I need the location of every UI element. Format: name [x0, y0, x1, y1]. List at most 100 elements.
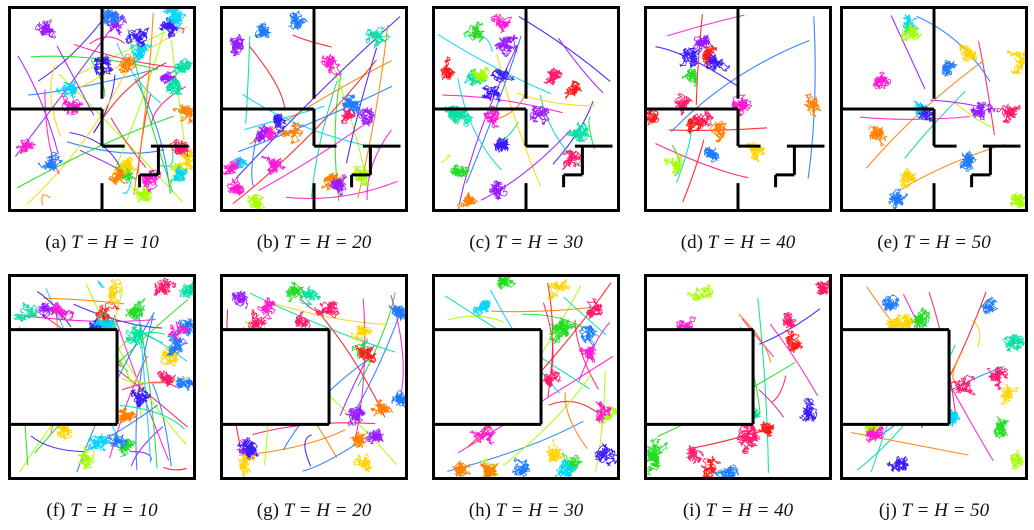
- trajectory-segment: [30, 435, 85, 453]
- trajectory-cluster: [365, 427, 384, 445]
- trajectory-cluster: [512, 457, 531, 478]
- caption-label: (h): [468, 500, 491, 521]
- maze-border: [8, 6, 196, 212]
- trajectory-cluster: [736, 432, 761, 455]
- trajectory-cluster: [562, 149, 583, 171]
- trajectory-segment: [116, 43, 162, 104]
- trajectory-cluster: [993, 415, 1010, 440]
- trajectory-cluster: [391, 389, 408, 408]
- trajectory-segment: [670, 39, 810, 133]
- trajectory-plot: [8, 6, 196, 212]
- trajectory-cluster: [1009, 449, 1026, 470]
- trajectory-cluster: [899, 167, 917, 190]
- trajectory-cluster: [341, 94, 361, 114]
- trajectory-cluster: [986, 365, 1009, 391]
- trajectory-segment: [28, 68, 158, 96]
- maze-obstacle: [840, 329, 950, 425]
- trajectory-segment: [859, 115, 970, 120]
- trajectory-segment: [758, 389, 785, 418]
- trajectory-segment: [448, 315, 505, 323]
- panel-caption: (i) T = H = 40: [640, 500, 836, 522]
- trajectory-cluster: [678, 47, 703, 69]
- trajectory-cluster: [13, 301, 38, 323]
- trajectory-cluster: [49, 301, 75, 322]
- panel-j: (j) T = H = 50: [836, 270, 1032, 530]
- trajectory-map: [8, 6, 196, 212]
- trajectory-cluster: [129, 42, 153, 63]
- trajectory-cluster: [108, 278, 124, 306]
- trajectory-segment: [242, 94, 381, 150]
- trajectory-segment: [85, 283, 187, 446]
- trajectory-segment: [44, 89, 60, 175]
- trajectory-cluster: [546, 277, 571, 301]
- trajectory-cluster: [125, 324, 145, 349]
- caption-label: (g): [256, 500, 279, 521]
- trajectory-segment: [971, 319, 981, 348]
- trajectory-segment: [496, 53, 542, 187]
- trajectory-segment: [952, 350, 963, 382]
- trajectory-segment: [563, 296, 607, 336]
- trajectory-segment: [121, 381, 178, 391]
- trajectory-cluster: [595, 400, 612, 423]
- trajectory-cluster: [76, 445, 95, 470]
- caption-label: (j): [878, 500, 897, 521]
- trajectory-cluster: [1009, 192, 1028, 209]
- trajectory-segment: [156, 151, 174, 167]
- trajectory-cluster: [951, 374, 977, 396]
- trajectory-segment: [904, 90, 966, 159]
- trajectory-cluster: [254, 22, 272, 39]
- maze-border: [220, 6, 408, 212]
- maze-border: [220, 274, 408, 480]
- panel-caption: (d) T = H = 40: [640, 232, 836, 254]
- panel-caption: (f) T = H = 10: [4, 500, 200, 522]
- trajectory-cluster: [87, 433, 110, 452]
- trajectory-cluster: [731, 94, 752, 117]
- maze-border: [8, 274, 196, 480]
- trajectory-segment: [339, 345, 375, 417]
- trajectory-cluster: [910, 307, 931, 335]
- trajectory-cluster: [489, 68, 515, 84]
- trajectory-cluster: [564, 80, 583, 100]
- trajectory-segment: [771, 375, 787, 403]
- trajectory-cluster: [686, 283, 714, 302]
- maze-obstacle: [644, 329, 754, 425]
- maze-border: [432, 274, 620, 480]
- maze-obstacle: [220, 329, 330, 425]
- trajectory-segment: [464, 34, 493, 53]
- maze-border: [840, 274, 1028, 480]
- trajectory-cluster: [449, 164, 470, 178]
- trajectory-cluster: [674, 93, 694, 116]
- trajectory-segment: [36, 291, 72, 328]
- trajectory-segment: [588, 116, 595, 150]
- trajectory-cluster: [799, 397, 818, 423]
- trajectory-cluster: [959, 150, 978, 172]
- trajectory-cluster: [153, 277, 177, 297]
- trajectory-cluster: [1006, 48, 1028, 75]
- trajectory-segment: [757, 297, 770, 473]
- trajectory-segment: [127, 28, 174, 193]
- panel-caption: (g) T = H = 20: [216, 500, 412, 522]
- trajectory-cluster: [481, 85, 501, 103]
- trajectory-cluster: [682, 68, 699, 88]
- caption-math: T = H = 20: [283, 500, 372, 521]
- trajectory-cluster: [159, 347, 179, 368]
- trajectory-map: [8, 274, 196, 480]
- panel-a: (a) T = H = 10: [4, 2, 200, 262]
- trajectory-cluster: [320, 53, 342, 77]
- trajectory-cluster: [130, 185, 153, 203]
- trajectory-plot: [432, 6, 620, 212]
- caption-math: T = H = 40: [705, 500, 794, 521]
- trajectory-cluster: [685, 117, 708, 135]
- trajectory-segment: [30, 55, 158, 71]
- panel-caption: (b) T = H = 20: [216, 232, 412, 254]
- caption-math: T = H = 10: [70, 500, 158, 521]
- trajectory-segment: [769, 323, 819, 397]
- trajectory-segment: [480, 129, 572, 201]
- trajectory-segment: [457, 78, 502, 171]
- trajectory-map: [432, 274, 620, 480]
- caption-math: T = H = 20: [283, 232, 372, 253]
- trajectory-cluster: [329, 174, 348, 196]
- trajectory-segment: [548, 400, 597, 413]
- trajectory-segment: [682, 139, 705, 203]
- trajectory-cluster: [232, 156, 248, 171]
